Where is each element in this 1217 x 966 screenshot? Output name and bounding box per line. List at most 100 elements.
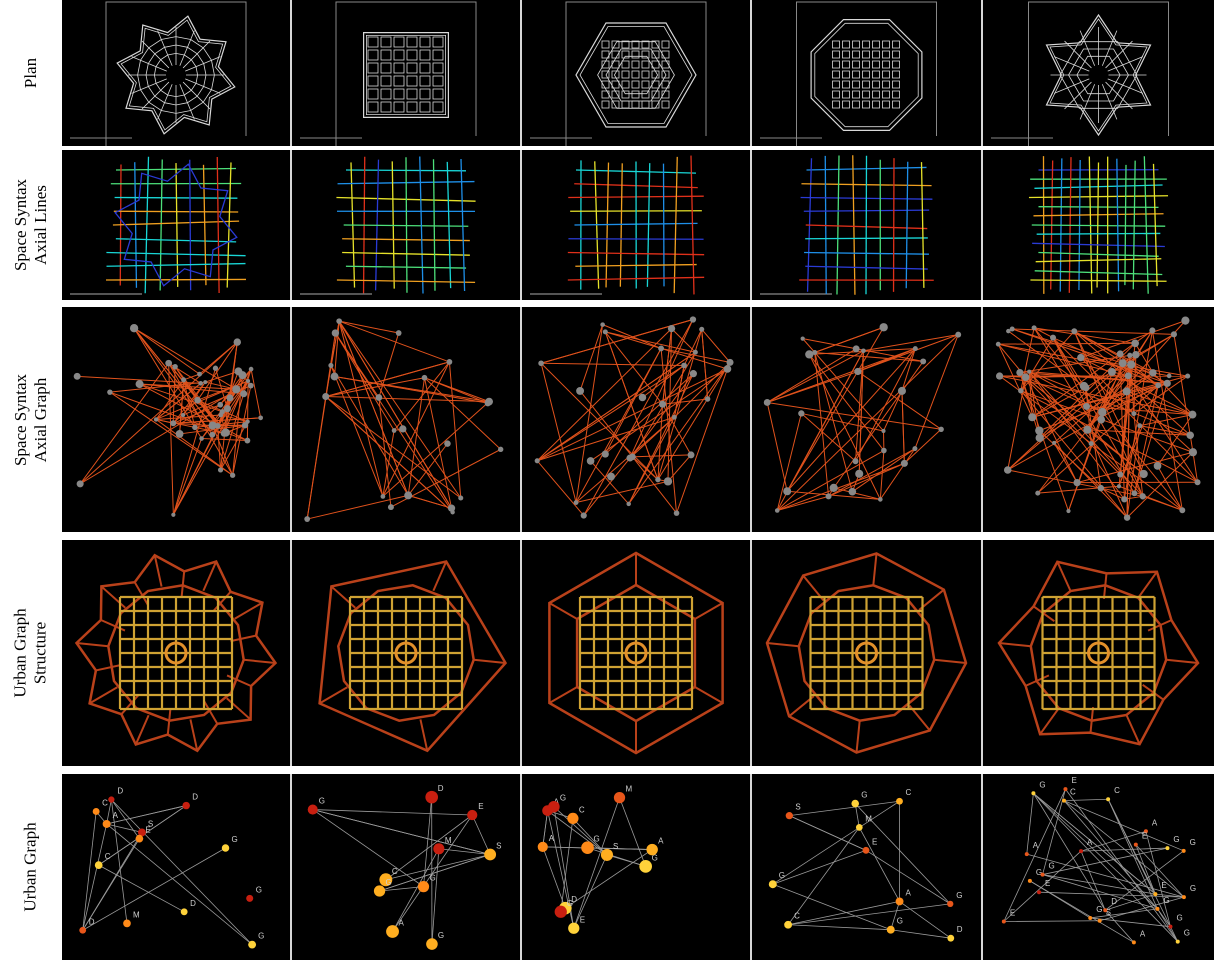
axial-graph-edge	[1012, 328, 1174, 335]
axial-graph-edge	[79, 390, 236, 485]
urban-graph-edge	[1065, 788, 1179, 942]
urban-graph-node	[1001, 919, 1006, 924]
axial-graph-node	[1083, 402, 1090, 410]
axial-line	[345, 265, 467, 269]
plan-block	[832, 90, 840, 99]
axial-graph-edge	[325, 396, 453, 513]
axial-graph-edge	[701, 329, 709, 400]
urban-graph-node	[182, 801, 190, 810]
plan-block	[882, 90, 890, 99]
plan-street	[179, 84, 195, 120]
axial-graph-node	[1186, 431, 1194, 440]
axial-graph-node	[1021, 373, 1030, 381]
plan-block	[872, 70, 880, 79]
axial-graph-node	[1083, 425, 1092, 434]
plan-frame	[105, 1, 247, 146]
plan-block	[651, 60, 660, 69]
axial-graph-edge	[857, 334, 959, 372]
axial-graph-edge	[575, 324, 604, 503]
axial-graph-edge	[683, 329, 703, 366]
axial-graph-node	[1122, 387, 1131, 396]
axial-graph-edge	[1019, 372, 1144, 475]
axial-graph-node	[855, 469, 864, 478]
urban-graph-edge	[392, 848, 440, 932]
plan-block	[611, 70, 620, 79]
axial-graph-node	[602, 329, 608, 335]
plan-block	[621, 100, 630, 109]
urban-graph-node-label: G	[319, 797, 325, 806]
plan-block	[842, 100, 850, 109]
urban-graph-node-label: D	[190, 899, 196, 908]
urban-graph-edge	[619, 797, 647, 867]
axial-graph-edge	[1007, 384, 1159, 471]
structure-spoke	[166, 708, 172, 735]
axial-graph-edge	[776, 334, 959, 511]
plan-outline-inner	[579, 26, 693, 124]
urban-graph-edge	[379, 886, 424, 892]
urban-graph-node-label: C	[794, 912, 800, 921]
urban-graph-edge	[788, 901, 900, 926]
urban-graph-cell-4-svg: G S C G D A C E M G G	[768, 788, 963, 942]
urban-structure-cell-2	[292, 540, 520, 766]
urban-graph-edge	[772, 849, 867, 885]
urban-graph-edge	[111, 799, 253, 945]
urban-graph-edge	[98, 864, 185, 913]
axial-graph-edge	[590, 368, 728, 462]
axial-graph-edge	[676, 368, 728, 514]
urban-graph-edges	[312, 797, 491, 945]
axial-graph-edge	[1052, 337, 1144, 497]
structure-spoke	[473, 658, 506, 664]
structure-spoke	[1039, 707, 1060, 735]
axial-graph-cell-3	[522, 307, 750, 532]
urban-graph-node	[851, 799, 859, 808]
plan-block	[621, 90, 630, 99]
plan-street	[1054, 56, 1090, 72]
plan-block	[862, 100, 870, 109]
plan-cell-4-svg	[760, 1, 937, 146]
structure-spoke	[89, 686, 118, 705]
axial-line	[112, 220, 240, 226]
plan-block	[621, 70, 630, 79]
axial-graph-edge	[833, 361, 924, 489]
axial-graph-node	[671, 414, 677, 420]
structure-spoke	[76, 642, 109, 648]
axial-graph-node	[240, 390, 248, 398]
plan-block	[892, 40, 900, 49]
urban-graph-node	[581, 841, 594, 855]
axial-line	[805, 265, 928, 270]
urban-graph-node	[79, 926, 87, 934]
urban-graph-edge	[542, 846, 566, 909]
urban-graph-node	[137, 828, 146, 837]
urban-graph-edge	[111, 799, 140, 839]
axial-graph-edge	[307, 494, 409, 520]
axial-graph-edge	[1119, 364, 1132, 475]
urban-graph-node	[1063, 787, 1068, 792]
axial-line	[575, 263, 697, 267]
axial-graph-edge	[808, 354, 885, 451]
axial-graph-edge	[338, 320, 409, 496]
urban-graph-node-label: C	[1070, 788, 1076, 797]
axial-graph-edge	[536, 368, 728, 462]
axial-graph-node	[586, 457, 595, 465]
axial-graph-edge	[393, 361, 450, 431]
axial-graph-edge	[1134, 343, 1154, 374]
structure-spoke	[1147, 619, 1172, 632]
urban-graph-edge	[854, 803, 860, 828]
axial-graph-node	[1149, 369, 1157, 377]
urban-graph-node	[1131, 940, 1136, 945]
axial-graph-node	[391, 428, 397, 433]
urban-graph-edge	[312, 809, 424, 887]
plan-block	[832, 70, 840, 79]
plan-block	[641, 50, 650, 59]
axial-graph-node	[212, 365, 219, 371]
axial-graph-node	[655, 476, 661, 483]
axial-graph-edges	[766, 326, 959, 511]
axial-line	[105, 278, 247, 281]
plan-frame	[1028, 1, 1169, 146]
urban-graph-edge	[1107, 799, 1156, 895]
axial-graph-node	[723, 365, 732, 373]
urban-graph-node-label: M	[626, 785, 633, 794]
axial-graph-edge	[808, 354, 881, 500]
urban-graph-edge	[547, 810, 608, 856]
structure-center	[624, 641, 648, 665]
